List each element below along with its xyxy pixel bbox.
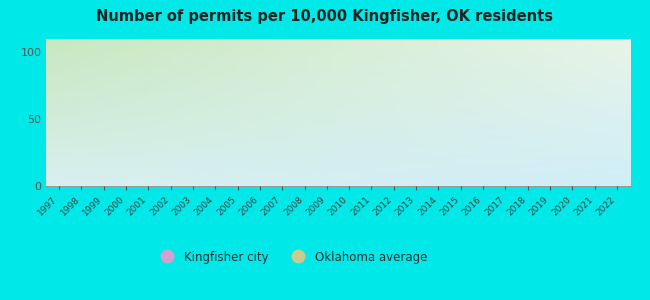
Bar bbox=[497, 159, 506, 186]
Bar bbox=[59, 148, 67, 186]
Bar bbox=[363, 172, 372, 186]
Bar bbox=[73, 170, 81, 186]
Bar bbox=[170, 143, 179, 186]
Bar bbox=[304, 151, 313, 186]
Bar bbox=[408, 166, 416, 186]
Bar bbox=[193, 142, 201, 186]
Bar bbox=[96, 162, 103, 186]
Bar bbox=[148, 148, 156, 186]
Bar bbox=[475, 177, 483, 186]
Bar bbox=[430, 130, 439, 186]
Bar bbox=[81, 146, 89, 186]
Bar bbox=[550, 146, 558, 186]
Bar bbox=[260, 133, 268, 186]
Bar bbox=[439, 146, 447, 186]
Bar bbox=[185, 170, 193, 186]
Bar bbox=[573, 138, 580, 186]
Bar bbox=[126, 148, 134, 186]
Bar bbox=[341, 142, 349, 186]
Bar bbox=[140, 159, 148, 186]
Bar bbox=[327, 159, 335, 186]
Bar bbox=[296, 165, 304, 186]
Text: City-Data.com: City-Data.com bbox=[545, 44, 619, 53]
Bar bbox=[51, 162, 59, 186]
Bar bbox=[416, 146, 424, 186]
Bar bbox=[394, 148, 402, 186]
Legend: Kingfisher city, Oklahoma average: Kingfisher city, Oklahoma average bbox=[151, 246, 432, 268]
Bar bbox=[349, 159, 358, 186]
Bar bbox=[118, 138, 126, 186]
Bar bbox=[252, 143, 260, 186]
Bar bbox=[274, 162, 282, 186]
Bar bbox=[617, 143, 625, 186]
Bar bbox=[520, 159, 528, 186]
Text: Number of permits per 10,000 Kingfisher, OK residents: Number of permits per 10,000 Kingfisher,… bbox=[96, 9, 554, 24]
Bar bbox=[461, 146, 469, 186]
Bar bbox=[609, 90, 617, 186]
Bar bbox=[207, 157, 215, 186]
Bar bbox=[229, 148, 237, 186]
Bar bbox=[595, 135, 603, 186]
Bar bbox=[453, 148, 461, 186]
Bar bbox=[162, 172, 170, 186]
Bar bbox=[483, 148, 491, 186]
Bar bbox=[372, 162, 380, 186]
Bar bbox=[282, 143, 290, 186]
Bar bbox=[542, 157, 550, 186]
Bar bbox=[528, 151, 536, 186]
Bar bbox=[587, 146, 595, 186]
Bar bbox=[237, 127, 246, 186]
Bar bbox=[215, 135, 223, 186]
Bar bbox=[386, 170, 394, 186]
Bar bbox=[564, 157, 573, 186]
Bar bbox=[103, 143, 112, 186]
Bar bbox=[506, 148, 514, 186]
